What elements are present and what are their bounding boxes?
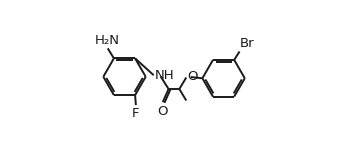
Text: O: O: [187, 70, 198, 83]
Text: Br: Br: [240, 37, 255, 50]
Text: F: F: [132, 107, 140, 120]
Text: H₂N: H₂N: [94, 33, 120, 46]
Text: NH: NH: [155, 69, 174, 82]
Text: O: O: [157, 105, 168, 118]
